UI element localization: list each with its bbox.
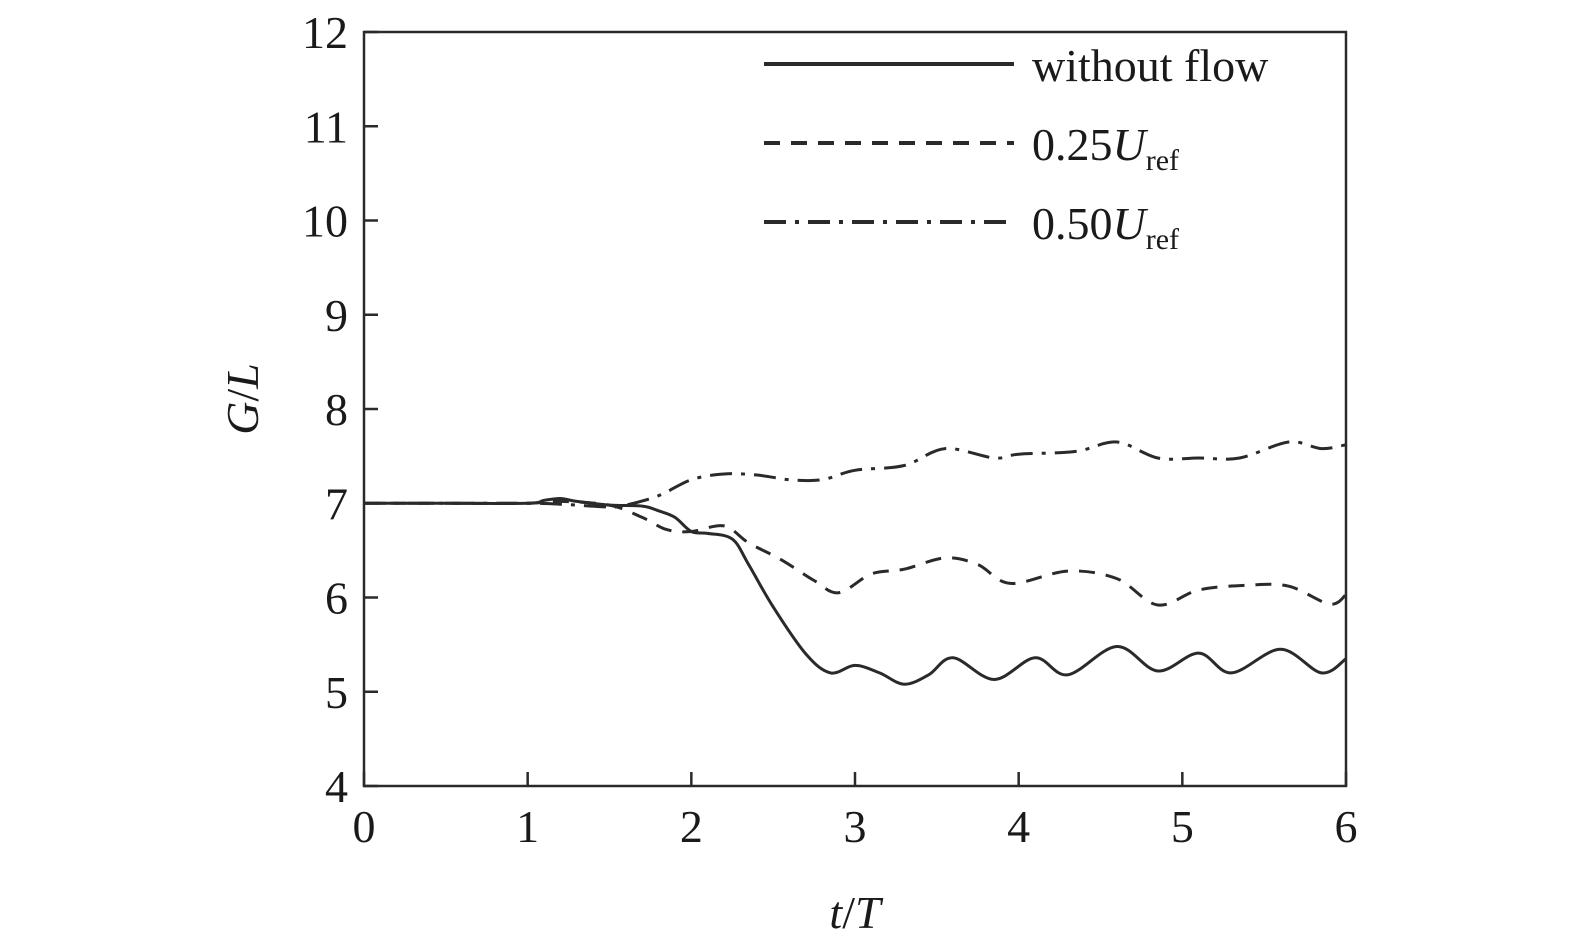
x-tick-label: 0 — [353, 801, 376, 852]
plot-frame — [362, 30, 1348, 788]
legend-label-u: U — [1113, 198, 1149, 249]
legend-item-0.50-uref: 0.50Uref — [764, 198, 1179, 256]
y-tick-label: 4 — [325, 761, 348, 812]
x-axis-label: t/T — [829, 887, 884, 938]
x-axis-ticks: 0 1 2 3 4 5 6 — [353, 772, 1358, 852]
legend: without flow 0.25Uref 0.50Uref — [764, 40, 1269, 256]
series-line-dash-dot — [363, 440, 1347, 509]
y-tick-label: 11 — [304, 101, 348, 152]
legend-label-0.25-uref: 0.25Uref — [1032, 119, 1179, 177]
series-line-solid — [363, 496, 1347, 686]
x-axis-label-slash: / — [842, 887, 855, 938]
x-tick-label: 1 — [516, 801, 539, 852]
legend-item-0.25-uref: 0.25Uref — [764, 119, 1179, 177]
y-tick-label: 7 — [325, 478, 348, 529]
y-axis-label: G/L — [217, 363, 268, 435]
legend-label-u: U — [1113, 119, 1149, 170]
y-axis-label-denominator: L — [217, 363, 268, 390]
legend-label-value: 0.25 — [1032, 119, 1113, 170]
y-tick-label: 6 — [325, 573, 348, 624]
x-tick-label: 3 — [844, 801, 867, 852]
legend-label-value: 0.50 — [1032, 198, 1113, 249]
x-tick-label: 6 — [1335, 801, 1358, 852]
legend-item-without-flow: without flow — [764, 40, 1269, 91]
y-tick-label: 9 — [325, 290, 348, 341]
y-tick-label: 8 — [325, 384, 348, 435]
x-axis-label-numerator: t — [829, 887, 843, 938]
y-tick-label: 10 — [302, 196, 348, 247]
series-layer — [363, 440, 1347, 686]
y-axis-ticks: 4 5 6 7 8 9 10 11 12 — [302, 7, 378, 812]
x-tick-label: 4 — [1007, 801, 1030, 852]
y-axis-label-numerator: G — [217, 402, 268, 435]
y-tick-label: 5 — [325, 667, 348, 718]
x-axis-label-denominator: T — [855, 887, 884, 938]
y-tick-label: 12 — [302, 7, 348, 58]
legend-label-subscript: ref — [1146, 144, 1179, 177]
series-line-dashed — [363, 499, 1347, 607]
y-axis-label-slash: / — [217, 389, 268, 402]
legend-label-without-flow: without flow — [1032, 40, 1269, 91]
legend-label-0.50-uref: 0.50Uref — [1032, 198, 1179, 256]
legend-label-subscript: ref — [1146, 223, 1179, 256]
x-tick-label: 2 — [680, 801, 703, 852]
x-tick-label: 5 — [1171, 801, 1194, 852]
